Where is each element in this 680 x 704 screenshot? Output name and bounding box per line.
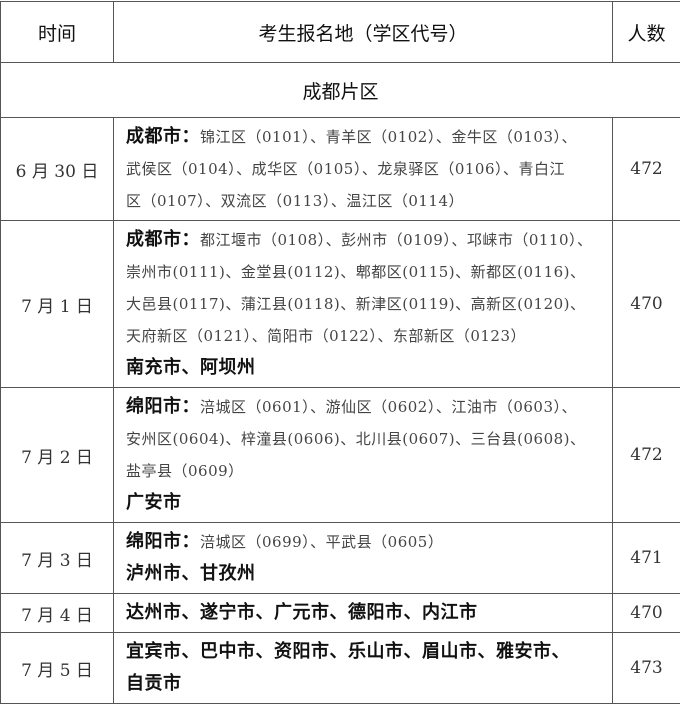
place-line: 南充市、阿坝州 [126,352,604,384]
place-line: 安州区(0604)、梓潼县(0606)、北川县(0607)、三台县(0608)、 [126,423,604,455]
city-name: 达州市、遂宁市、广元市、德阳市、内江市 [126,602,478,623]
place-line: 大邑县(0117)、蒲江县(0118)、新津区(0119)、高新区(0120)、 [126,288,604,320]
row-count: 473 [613,633,680,704]
place-line: 达州市、遂宁市、广元市、德阳市、内江市 [126,597,604,629]
row-places: 绵阳市：涪城区（0601）、游仙区（0602）、江油市（0603）、安州区(06… [114,388,613,523]
row-count: 471 [613,523,680,594]
place-line: 武侯区（0104）、成华区（0105）、龙泉驿区（0106）、青白江 [126,153,604,185]
place-line: 自贡市 [126,668,604,700]
place-line: 成都市：锦江区（0101）、青羊区（0102）、金牛区（0103）、 [126,121,604,153]
header-count: 人数 [613,2,680,63]
place-line: 成都市：都江堰市（0108）、彭州市（0109）、邛崃市（0110）、 [126,224,604,256]
district-list: 锦江区（0101）、青羊区（0102）、金牛区（0103）、 [200,128,577,146]
district-list: 崇州市(0111)、金堂县(0112)、郫都区(0115)、新都区(0116)、 [126,263,586,281]
header-time: 时间 [1,2,114,63]
table-row: 7 月 2 日绵阳市：涪城区（0601）、游仙区（0602）、江油市（0603）… [1,388,680,523]
city-name: 广安市 [126,492,182,513]
district-list: 天府新区（0121）、简阳市（0122）、东部新区（0123） [126,327,526,345]
place-line: 区（0107）、双流区（0113）、温江区（0114） [126,185,604,217]
city-name: 成都市： [126,229,200,250]
district-list: 都江堰市（0108）、彭州市（0109）、邛崃市（0110）、 [200,231,593,249]
table-row: 6 月 30 日成都市：锦江区（0101）、青羊区（0102）、金牛区（0103… [1,118,680,221]
district-list: 武侯区（0104）、成华区（0105）、龙泉驿区（0106）、青白江 [126,160,565,178]
row-places: 成都市：都江堰市（0108）、彭州市（0109）、邛崃市（0110）、崇州市(0… [114,221,613,388]
row-date: 7 月 5 日 [1,633,114,704]
row-date: 7 月 4 日 [1,594,114,633]
city-name: 宜宾市、巴中市、资阳市、乐山市、眉山市、雅安市、 [126,641,570,662]
row-places: 绵阳市：涪城区（0699）、平武县（0605） 泸州市、甘孜州 [114,523,613,594]
row-places: 宜宾市、巴中市、资阳市、乐山市、眉山市、雅安市、自贡市 [114,633,613,704]
district-list: 安州区(0604)、梓潼县(0606)、北川县(0607)、三台县(0608)、 [126,430,586,448]
row-count: 470 [613,594,680,633]
row-date: 7 月 1 日 [1,221,114,388]
district-list: 涪城区（0699）、平武县（0605） [200,533,443,551]
table-row: 7 月 1 日成都市：都江堰市（0108）、彭州市（0109）、邛崃市（0110… [1,221,680,388]
district-list: 涪城区（0601）、游仙区（0602）、江油市（0603）、 [200,398,577,416]
row-date: 6 月 30 日 [1,118,114,221]
district-list: 盐亭县（0609） [126,462,244,480]
region-row: 成都片区 [1,63,680,118]
table-header-row: 时间 考生报名地（学区代号） 人数 [1,2,680,63]
city-name: 南充市、阿坝州 [126,357,256,378]
city-name: 泸州市、甘孜州 [126,563,256,584]
place-line: 宜宾市、巴中市、资阳市、乐山市、眉山市、雅安市、 [126,636,604,668]
row-places: 成都市：锦江区（0101）、青羊区（0102）、金牛区（0103）、武侯区（01… [114,118,613,221]
place-line: 绵阳市：涪城区（0699）、平武县（0605） [126,526,604,558]
city-name: 绵阳市： [126,396,200,417]
place-line: 泸州市、甘孜州 [126,558,604,590]
row-date: 7 月 3 日 [1,523,114,594]
row-count: 472 [613,388,680,523]
place-line: 天府新区（0121）、简阳市（0122）、东部新区（0123） [126,320,604,352]
row-count: 472 [613,118,680,221]
region-title: 成都片区 [1,63,680,118]
row-places: 达州市、遂宁市、广元市、德阳市、内江市 [114,594,613,633]
place-line: 广安市 [126,487,604,519]
district-list: 大邑县(0117)、蒲江县(0118)、新津区(0119)、高新区(0120)、 [126,295,586,313]
city-name: 绵阳市： [126,531,200,552]
table-row: 7 月 3 日绵阳市：涪城区（0699）、平武县（0605） 泸州市、甘孜州 471 [1,523,680,594]
place-line: 崇州市(0111)、金堂县(0112)、郫都区(0115)、新都区(0116)、 [126,256,604,288]
row-date: 7 月 2 日 [1,388,114,523]
row-count: 470 [613,221,680,388]
header-place: 考生报名地（学区代号） [114,2,613,63]
place-line: 绵阳市：涪城区（0601）、游仙区（0602）、江油市（0603）、 [126,391,604,423]
table-row: 7 月 4 日达州市、遂宁市、广元市、德阳市、内江市 470 [1,594,680,633]
city-name: 成都市： [126,126,200,147]
place-line: 盐亭县（0609） [126,455,604,487]
district-list: 区（0107）、双流区（0113）、温江区（0114） [126,192,464,210]
